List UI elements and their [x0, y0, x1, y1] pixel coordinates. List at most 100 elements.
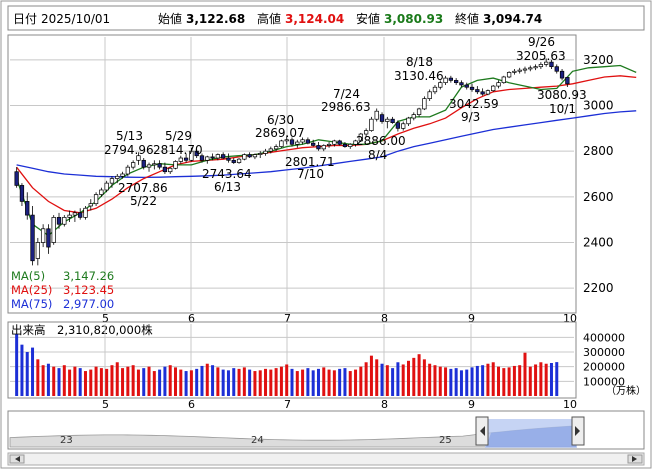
volume-bar	[216, 367, 220, 396]
month-label: 6	[188, 398, 195, 411]
ohlc-header	[7, 5, 645, 31]
candle	[62, 215, 67, 227]
volume-bar	[316, 368, 320, 396]
volume-bar	[338, 368, 342, 396]
candle	[454, 78, 459, 85]
annotation-value: 2743.64	[202, 167, 252, 181]
price-tick-label: 3000	[583, 99, 614, 113]
volume-bar	[25, 352, 29, 396]
volume-bar	[89, 369, 93, 396]
volume-bar	[406, 360, 410, 396]
candle	[491, 84, 496, 92]
volume-bar	[486, 363, 490, 396]
volume-bar	[36, 359, 40, 396]
candle	[522, 66, 528, 74]
month-label: 5	[102, 398, 109, 411]
candle	[544, 58, 549, 67]
volume-bar	[142, 368, 146, 396]
volume-bar	[534, 364, 538, 396]
volume-bar	[518, 365, 522, 396]
volume-bar	[359, 366, 363, 396]
volume-bar	[78, 368, 82, 396]
candle	[141, 158, 146, 170]
candle	[120, 171, 125, 179]
volume-bar	[152, 371, 156, 396]
month-label: 8	[381, 398, 388, 411]
scrollbar[interactable]	[7, 452, 645, 466]
candle	[109, 176, 115, 188]
volume-bar	[523, 352, 527, 396]
candle	[152, 160, 157, 170]
price-tick-label: 2600	[583, 190, 614, 204]
volume-bars	[15, 334, 559, 396]
ma5-legend-value: 3,147.26	[63, 269, 114, 283]
candle	[305, 137, 311, 145]
volume-bar	[322, 367, 326, 396]
candle	[395, 120, 401, 132]
annotation-date: 8/4	[368, 148, 387, 162]
volume-bar	[274, 368, 278, 396]
volume-bar	[311, 370, 315, 396]
ma75-path	[16, 110, 637, 179]
volume-tick-label: 400000	[583, 331, 625, 344]
volume-bar	[62, 365, 66, 396]
volume-bar	[195, 368, 199, 396]
month-label: 6	[188, 312, 195, 325]
volume-bar	[380, 363, 384, 396]
volume-bar	[369, 355, 373, 396]
volume-bar	[465, 369, 469, 396]
candle	[358, 132, 363, 143]
candle	[517, 67, 522, 74]
candle	[247, 152, 252, 159]
annotation-value: 2707.86	[118, 181, 168, 195]
volume-bar	[433, 365, 437, 396]
volume-bar	[232, 368, 236, 396]
volume-bar	[306, 368, 310, 396]
volume-bar	[391, 368, 395, 396]
candle	[464, 82, 469, 90]
candle	[311, 139, 316, 147]
candle	[533, 64, 538, 71]
volume-bar	[428, 363, 432, 396]
volume-bar	[110, 365, 114, 396]
candle	[40, 224, 46, 248]
month-label: 9	[468, 398, 475, 411]
annotation-value: 2814.70	[153, 143, 203, 157]
volume-bar	[290, 368, 294, 396]
volume-bar	[158, 369, 162, 396]
month-label: 8	[381, 312, 388, 325]
month-axis-bottom: 5 6 7 8 9 10	[102, 398, 577, 411]
candle	[528, 65, 533, 72]
volume-bar	[147, 366, 151, 396]
candle	[554, 64, 559, 74]
candle	[125, 164, 130, 177]
candle	[258, 151, 263, 159]
candle	[51, 215, 56, 245]
candle	[427, 89, 432, 101]
navigator-left-handle[interactable]	[475, 416, 489, 446]
candle	[284, 135, 289, 145]
candle	[25, 192, 30, 220]
volume-bar	[512, 365, 516, 396]
candle	[56, 212, 62, 229]
candle	[157, 160, 162, 170]
candle	[67, 210, 72, 222]
candle	[72, 210, 78, 222]
month-label: 7	[284, 312, 291, 325]
candle	[146, 162, 152, 172]
volume-bar	[57, 368, 61, 396]
candle	[332, 139, 337, 147]
scroll-right-icon	[632, 456, 637, 462]
volume-bar	[401, 364, 405, 396]
candle	[485, 89, 491, 96]
ma5-legend-label: MA(5)	[11, 269, 45, 283]
navigator-label-23: 23	[60, 435, 73, 446]
candle	[30, 205, 35, 266]
volume-bar	[248, 369, 252, 396]
navigator-right-handle[interactable]	[571, 416, 585, 446]
candle	[14, 167, 19, 188]
annotation-value: 3205.63	[516, 49, 566, 63]
